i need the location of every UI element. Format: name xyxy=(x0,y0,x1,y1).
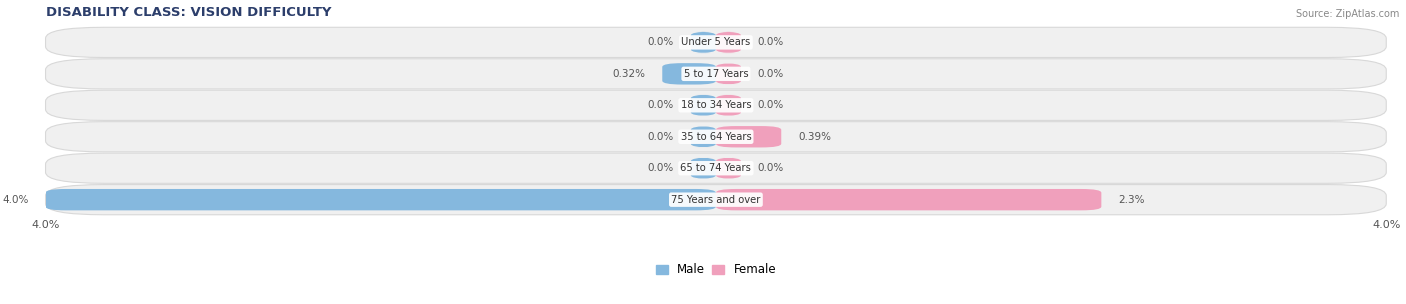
Text: 0.0%: 0.0% xyxy=(758,69,785,79)
Text: 75 Years and over: 75 Years and over xyxy=(671,195,761,205)
Text: DISABILITY CLASS: VISION DIFFICULTY: DISABILITY CLASS: VISION DIFFICULTY xyxy=(45,5,330,19)
FancyBboxPatch shape xyxy=(716,189,1101,210)
FancyBboxPatch shape xyxy=(716,95,741,116)
FancyBboxPatch shape xyxy=(45,90,1386,120)
FancyBboxPatch shape xyxy=(45,153,1386,183)
Text: 5 to 17 Years: 5 to 17 Years xyxy=(683,69,748,79)
FancyBboxPatch shape xyxy=(690,95,716,116)
Text: 0.39%: 0.39% xyxy=(799,132,831,142)
FancyBboxPatch shape xyxy=(45,59,1386,89)
Text: 4.0%: 4.0% xyxy=(3,195,28,205)
Text: 2.3%: 2.3% xyxy=(1118,195,1144,205)
FancyBboxPatch shape xyxy=(662,63,716,85)
Text: 0.0%: 0.0% xyxy=(758,163,785,173)
Text: 0.32%: 0.32% xyxy=(613,69,645,79)
FancyBboxPatch shape xyxy=(690,126,716,147)
Text: 65 to 74 Years: 65 to 74 Years xyxy=(681,163,751,173)
FancyBboxPatch shape xyxy=(690,157,716,179)
FancyBboxPatch shape xyxy=(716,32,741,53)
Text: 0.0%: 0.0% xyxy=(648,163,673,173)
FancyBboxPatch shape xyxy=(716,63,741,85)
Text: 0.0%: 0.0% xyxy=(648,132,673,142)
Text: 0.0%: 0.0% xyxy=(648,37,673,47)
Text: Under 5 Years: Under 5 Years xyxy=(682,37,751,47)
Text: 35 to 64 Years: 35 to 64 Years xyxy=(681,132,751,142)
Legend: Male, Female: Male, Female xyxy=(651,259,780,281)
FancyBboxPatch shape xyxy=(45,122,1386,152)
FancyBboxPatch shape xyxy=(45,27,1386,57)
Text: 18 to 34 Years: 18 to 34 Years xyxy=(681,100,751,110)
FancyBboxPatch shape xyxy=(716,126,782,147)
FancyBboxPatch shape xyxy=(45,185,1386,215)
FancyBboxPatch shape xyxy=(45,189,716,210)
Text: 0.0%: 0.0% xyxy=(758,100,785,110)
Text: 0.0%: 0.0% xyxy=(648,100,673,110)
Text: Source: ZipAtlas.com: Source: ZipAtlas.com xyxy=(1295,9,1399,19)
Text: 0.0%: 0.0% xyxy=(758,37,785,47)
FancyBboxPatch shape xyxy=(716,157,741,179)
FancyBboxPatch shape xyxy=(690,32,716,53)
